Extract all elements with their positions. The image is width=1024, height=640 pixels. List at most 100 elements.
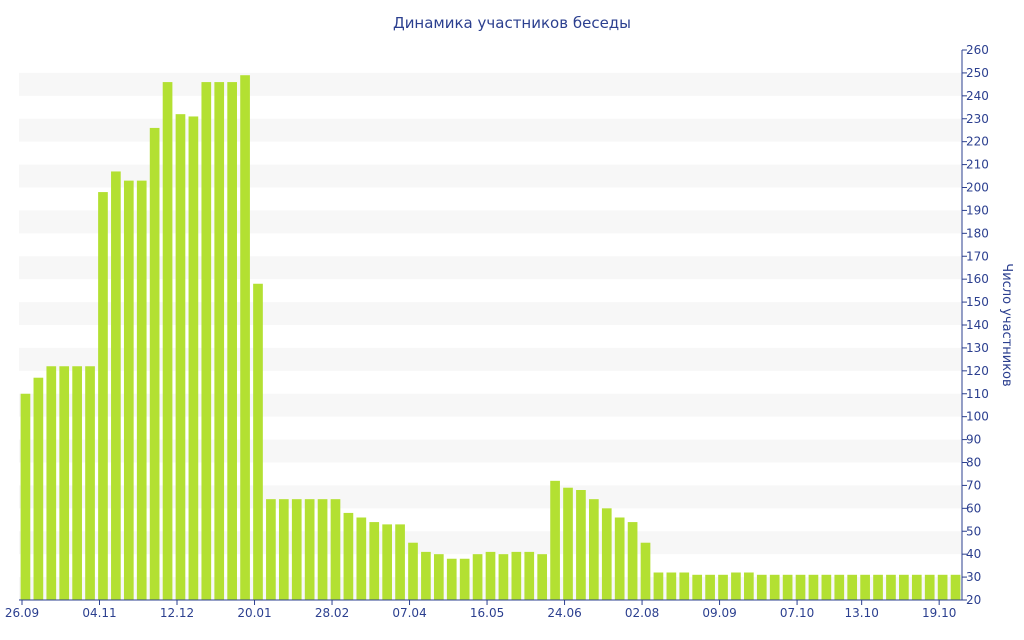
bar bbox=[653, 572, 664, 600]
bar bbox=[343, 512, 354, 600]
y-tick-label: 180 bbox=[966, 226, 989, 240]
bar bbox=[795, 574, 806, 600]
x-tick-label: 28.02 bbox=[315, 606, 349, 620]
bar bbox=[937, 574, 948, 600]
bar bbox=[847, 574, 858, 600]
bar bbox=[382, 524, 392, 601]
grid-band bbox=[19, 256, 962, 280]
bar bbox=[808, 574, 819, 600]
bar bbox=[188, 116, 199, 601]
bar bbox=[214, 82, 225, 600]
y-tick-label: 100 bbox=[966, 410, 989, 424]
bar bbox=[769, 574, 780, 600]
bar bbox=[136, 180, 147, 601]
bar bbox=[149, 127, 160, 601]
bar bbox=[537, 554, 548, 600]
bar bbox=[911, 574, 922, 600]
bar bbox=[873, 574, 883, 600]
bar bbox=[860, 574, 870, 600]
x-tick-label: 20.01 bbox=[237, 606, 271, 620]
bar bbox=[162, 82, 173, 600]
bar bbox=[744, 572, 754, 600]
y-tick-label: 110 bbox=[966, 387, 989, 401]
bar bbox=[614, 517, 625, 600]
bar bbox=[408, 542, 418, 600]
grid-band bbox=[19, 393, 962, 417]
bar bbox=[111, 171, 121, 600]
grid-band bbox=[19, 72, 962, 96]
bar bbox=[472, 554, 483, 600]
y-tick-label: 190 bbox=[966, 203, 989, 217]
x-tick-label: 16.05 bbox=[470, 606, 504, 620]
bar bbox=[72, 366, 82, 600]
grid-band bbox=[19, 485, 962, 509]
bar bbox=[330, 499, 341, 600]
bar bbox=[924, 574, 935, 600]
x-tick-label: 13.10 bbox=[844, 606, 878, 620]
y-tick-label: 90 bbox=[966, 433, 981, 447]
bar bbox=[433, 554, 444, 600]
y-tick-label: 250 bbox=[966, 66, 989, 80]
bar bbox=[731, 572, 741, 600]
y-tick-label: 130 bbox=[966, 341, 989, 355]
background-bands bbox=[19, 72, 962, 600]
x-axis: 26.09 04.11 12.12 20.01 28.02 07.04 16.05 24.06… bbox=[5, 599, 962, 620]
y-tick-label: 160 bbox=[966, 272, 989, 286]
bar bbox=[589, 499, 599, 600]
bar bbox=[446, 558, 457, 600]
y-tick-label: 150 bbox=[966, 295, 989, 309]
x-tick-label: 07.10 bbox=[780, 606, 814, 620]
bar bbox=[201, 82, 212, 600]
x-tick-label: 19.10 bbox=[922, 606, 956, 620]
bar bbox=[33, 377, 44, 600]
grid-band bbox=[19, 118, 962, 142]
bar bbox=[627, 522, 638, 600]
y-tick-label: 70 bbox=[966, 478, 981, 492]
bar bbox=[227, 82, 237, 600]
y-tick-label: 200 bbox=[966, 181, 989, 195]
bar bbox=[576, 490, 586, 600]
bar bbox=[756, 574, 767, 600]
bar bbox=[563, 487, 573, 600]
y-tick-label: 220 bbox=[966, 135, 989, 149]
x-tick-label: 26.09 bbox=[5, 606, 39, 620]
bar bbox=[498, 554, 509, 600]
bar bbox=[123, 180, 134, 601]
bar bbox=[666, 572, 677, 600]
bar bbox=[601, 508, 612, 600]
bar bbox=[899, 574, 909, 600]
grid-band bbox=[19, 531, 962, 555]
bar bbox=[679, 572, 690, 600]
y-tick-label: 120 bbox=[966, 364, 989, 378]
bar bbox=[266, 499, 276, 600]
bar bbox=[278, 499, 289, 600]
bar bbox=[485, 551, 496, 601]
x-tick-label: 02.08 bbox=[625, 606, 659, 620]
y-tick-label: 30 bbox=[966, 570, 981, 584]
bar bbox=[459, 558, 470, 600]
bar bbox=[524, 551, 535, 601]
bar bbox=[46, 366, 57, 600]
y-axis: 20 30 40 50 60 70 80 90 100 110 120 130 140 150 160 170… bbox=[961, 43, 989, 607]
bar bbox=[834, 574, 845, 600]
bar bbox=[98, 192, 108, 600]
bar bbox=[59, 366, 70, 600]
bar bbox=[253, 283, 263, 600]
y-tick-label: 40 bbox=[966, 547, 981, 561]
x-tick-label: 09.09 bbox=[702, 606, 736, 620]
bar bbox=[886, 574, 896, 600]
grid-band bbox=[19, 164, 962, 188]
x-tick-label: 24.06 bbox=[547, 606, 581, 620]
y-tick-label: 260 bbox=[966, 43, 989, 57]
y-tick-label: 60 bbox=[966, 501, 981, 515]
chart-title: Динамика участников беседы bbox=[393, 14, 631, 32]
bar bbox=[718, 574, 728, 600]
bar bbox=[705, 574, 715, 600]
y-tick-label: 20 bbox=[966, 593, 981, 607]
y-tick-label: 230 bbox=[966, 112, 989, 126]
bar bbox=[20, 393, 31, 600]
bar bbox=[291, 499, 302, 600]
y-tick-label: 50 bbox=[966, 524, 981, 538]
